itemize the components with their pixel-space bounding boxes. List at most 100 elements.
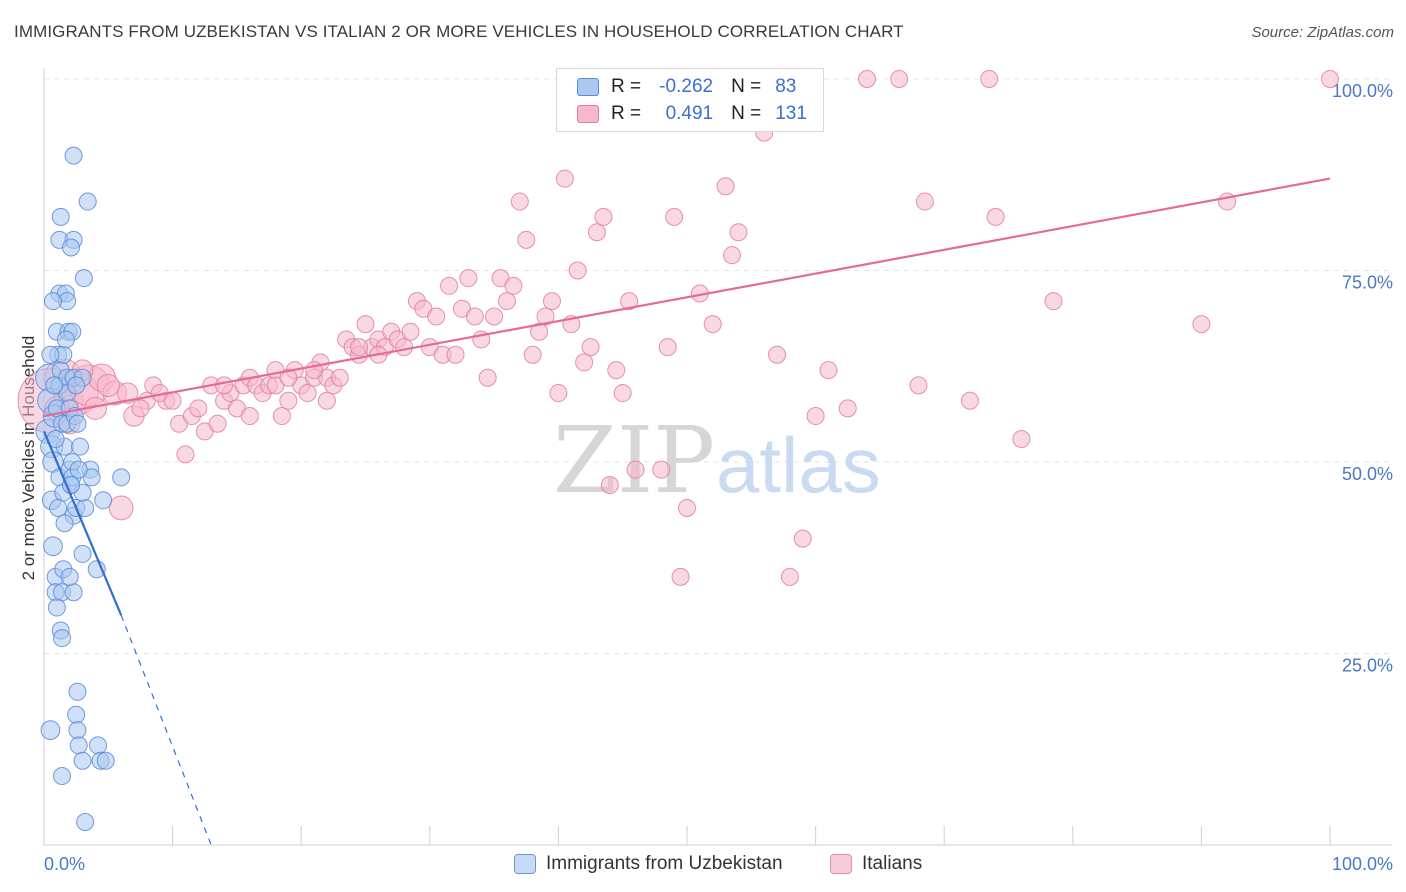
uzbekistan-point[interactable]	[56, 330, 75, 349]
italians-point[interactable]	[176, 445, 195, 464]
uzbekistan-point[interactable]	[69, 736, 88, 755]
italians-point[interactable]	[215, 376, 234, 395]
uzbekistan-point[interactable]	[64, 146, 83, 165]
italians-point[interactable]	[272, 407, 291, 426]
uzbekistan-point[interactable]	[44, 292, 63, 311]
uzbekistan-point[interactable]	[47, 598, 66, 617]
uzbekistan-point[interactable]	[67, 376, 86, 395]
italians-point[interactable]	[440, 276, 459, 295]
legend-item-italians[interactable]: Italians	[830, 852, 922, 876]
italians-point[interactable]	[858, 70, 877, 88]
uzbekistan-point[interactable]	[78, 192, 97, 211]
uzbekistan-point[interactable]	[94, 491, 113, 510]
italians-point[interactable]	[504, 276, 523, 295]
italians-point[interactable]	[575, 353, 594, 372]
italians-point[interactable]	[189, 399, 208, 418]
italians-point[interactable]	[838, 399, 857, 418]
uzbekistan-point[interactable]	[49, 498, 68, 517]
italians-point[interactable]	[768, 345, 787, 364]
italians-point[interactable]	[555, 169, 574, 188]
italians-point[interactable]	[1321, 70, 1339, 88]
italians-point[interactable]	[806, 407, 825, 426]
italians-point[interactable]	[485, 307, 504, 326]
italians-point[interactable]	[568, 261, 587, 280]
italians-point[interactable]	[581, 338, 600, 357]
italians-point[interactable]	[658, 338, 677, 357]
italians-point[interactable]	[330, 368, 349, 387]
italians-point[interactable]	[427, 307, 446, 326]
uzbekistan-point[interactable]	[68, 721, 87, 740]
uzbekistan-point[interactable]	[41, 345, 60, 364]
italians-point[interactable]	[401, 322, 420, 341]
italians-point[interactable]	[587, 223, 606, 242]
italians-point[interactable]	[523, 345, 542, 364]
uzbekistan-point[interactable]	[73, 544, 92, 563]
uzbekistan-point[interactable]	[53, 629, 72, 648]
italians-point[interactable]	[915, 192, 934, 211]
italians-point[interactable]	[240, 407, 259, 426]
uzbekistan-point[interactable]	[67, 705, 86, 724]
uzbekistan-point[interactable]	[43, 536, 63, 557]
uzbekistan-point[interactable]	[73, 751, 92, 770]
italians-point[interactable]	[530, 322, 549, 341]
uzbekistan-point[interactable]	[68, 682, 87, 701]
italians-point[interactable]	[356, 315, 375, 334]
italians-point[interactable]	[131, 399, 150, 418]
italians-point[interactable]	[163, 391, 182, 410]
uzbekistan-point[interactable]	[74, 269, 93, 288]
uzbekistan-point[interactable]	[112, 468, 131, 487]
uzbekistan-point[interactable]	[64, 583, 83, 602]
italians-point[interactable]	[819, 361, 838, 380]
italians-point[interactable]	[478, 368, 497, 387]
italians-point[interactable]	[542, 292, 561, 311]
uzbekistan-point[interactable]	[89, 736, 108, 755]
italians-point[interactable]	[279, 391, 298, 410]
italians-point[interactable]	[716, 177, 735, 196]
italians-point[interactable]	[465, 307, 484, 326]
uzbekistan-point[interactable]	[62, 238, 81, 257]
italians-point[interactable]	[626, 460, 645, 479]
italians-point[interactable]	[600, 475, 619, 494]
uzbekistan-point[interactable]	[55, 514, 74, 533]
italians-point[interactable]	[594, 207, 613, 226]
italians-point[interactable]	[517, 230, 536, 249]
legend-item-uzbekistan[interactable]: Immigrants from Uzbekistan	[514, 852, 783, 876]
uzbekistan-point[interactable]	[51, 207, 70, 226]
italians-point[interactable]	[671, 567, 690, 586]
italians-point[interactable]	[652, 460, 671, 479]
italians-point[interactable]	[96, 373, 120, 397]
italians-point[interactable]	[116, 382, 139, 404]
uzbekistan-point[interactable]	[69, 460, 88, 479]
italians-point[interactable]	[549, 384, 568, 403]
italians-point[interactable]	[446, 345, 465, 364]
italians-point[interactable]	[986, 207, 1005, 226]
uzbekistan-point[interactable]	[71, 437, 90, 456]
italians-point[interactable]	[459, 269, 478, 288]
uzbekistan-point[interactable]	[68, 414, 87, 433]
italians-point[interactable]	[395, 338, 414, 357]
italians-point[interactable]	[208, 414, 227, 433]
italians-point[interactable]	[678, 498, 696, 517]
italians-point[interactable]	[890, 70, 909, 88]
italians-point[interactable]	[980, 70, 999, 88]
italians-point[interactable]	[317, 391, 336, 410]
uzbekistan-point[interactable]	[53, 767, 72, 786]
italians-point[interactable]	[298, 384, 317, 403]
italians-point[interactable]	[703, 315, 722, 334]
italians-point[interactable]	[1012, 430, 1031, 449]
italians-point[interactable]	[536, 307, 555, 326]
italians-point[interactable]	[723, 246, 742, 265]
uzbekistan-point[interactable]	[60, 567, 79, 586]
italians-point[interactable]	[1192, 315, 1211, 334]
italians-point[interactable]	[279, 368, 298, 387]
italians-point[interactable]	[613, 384, 632, 403]
italians-point[interactable]	[510, 192, 529, 211]
italians-point[interactable]	[729, 223, 748, 242]
italians-point[interactable]	[108, 495, 134, 521]
italians-point[interactable]	[497, 292, 516, 311]
uzbekistan-point[interactable]	[40, 720, 61, 740]
italians-point[interactable]	[620, 292, 639, 311]
uzbekistan-point[interactable]	[96, 751, 115, 770]
italians-point[interactable]	[665, 207, 684, 226]
italians-point[interactable]	[909, 376, 928, 395]
